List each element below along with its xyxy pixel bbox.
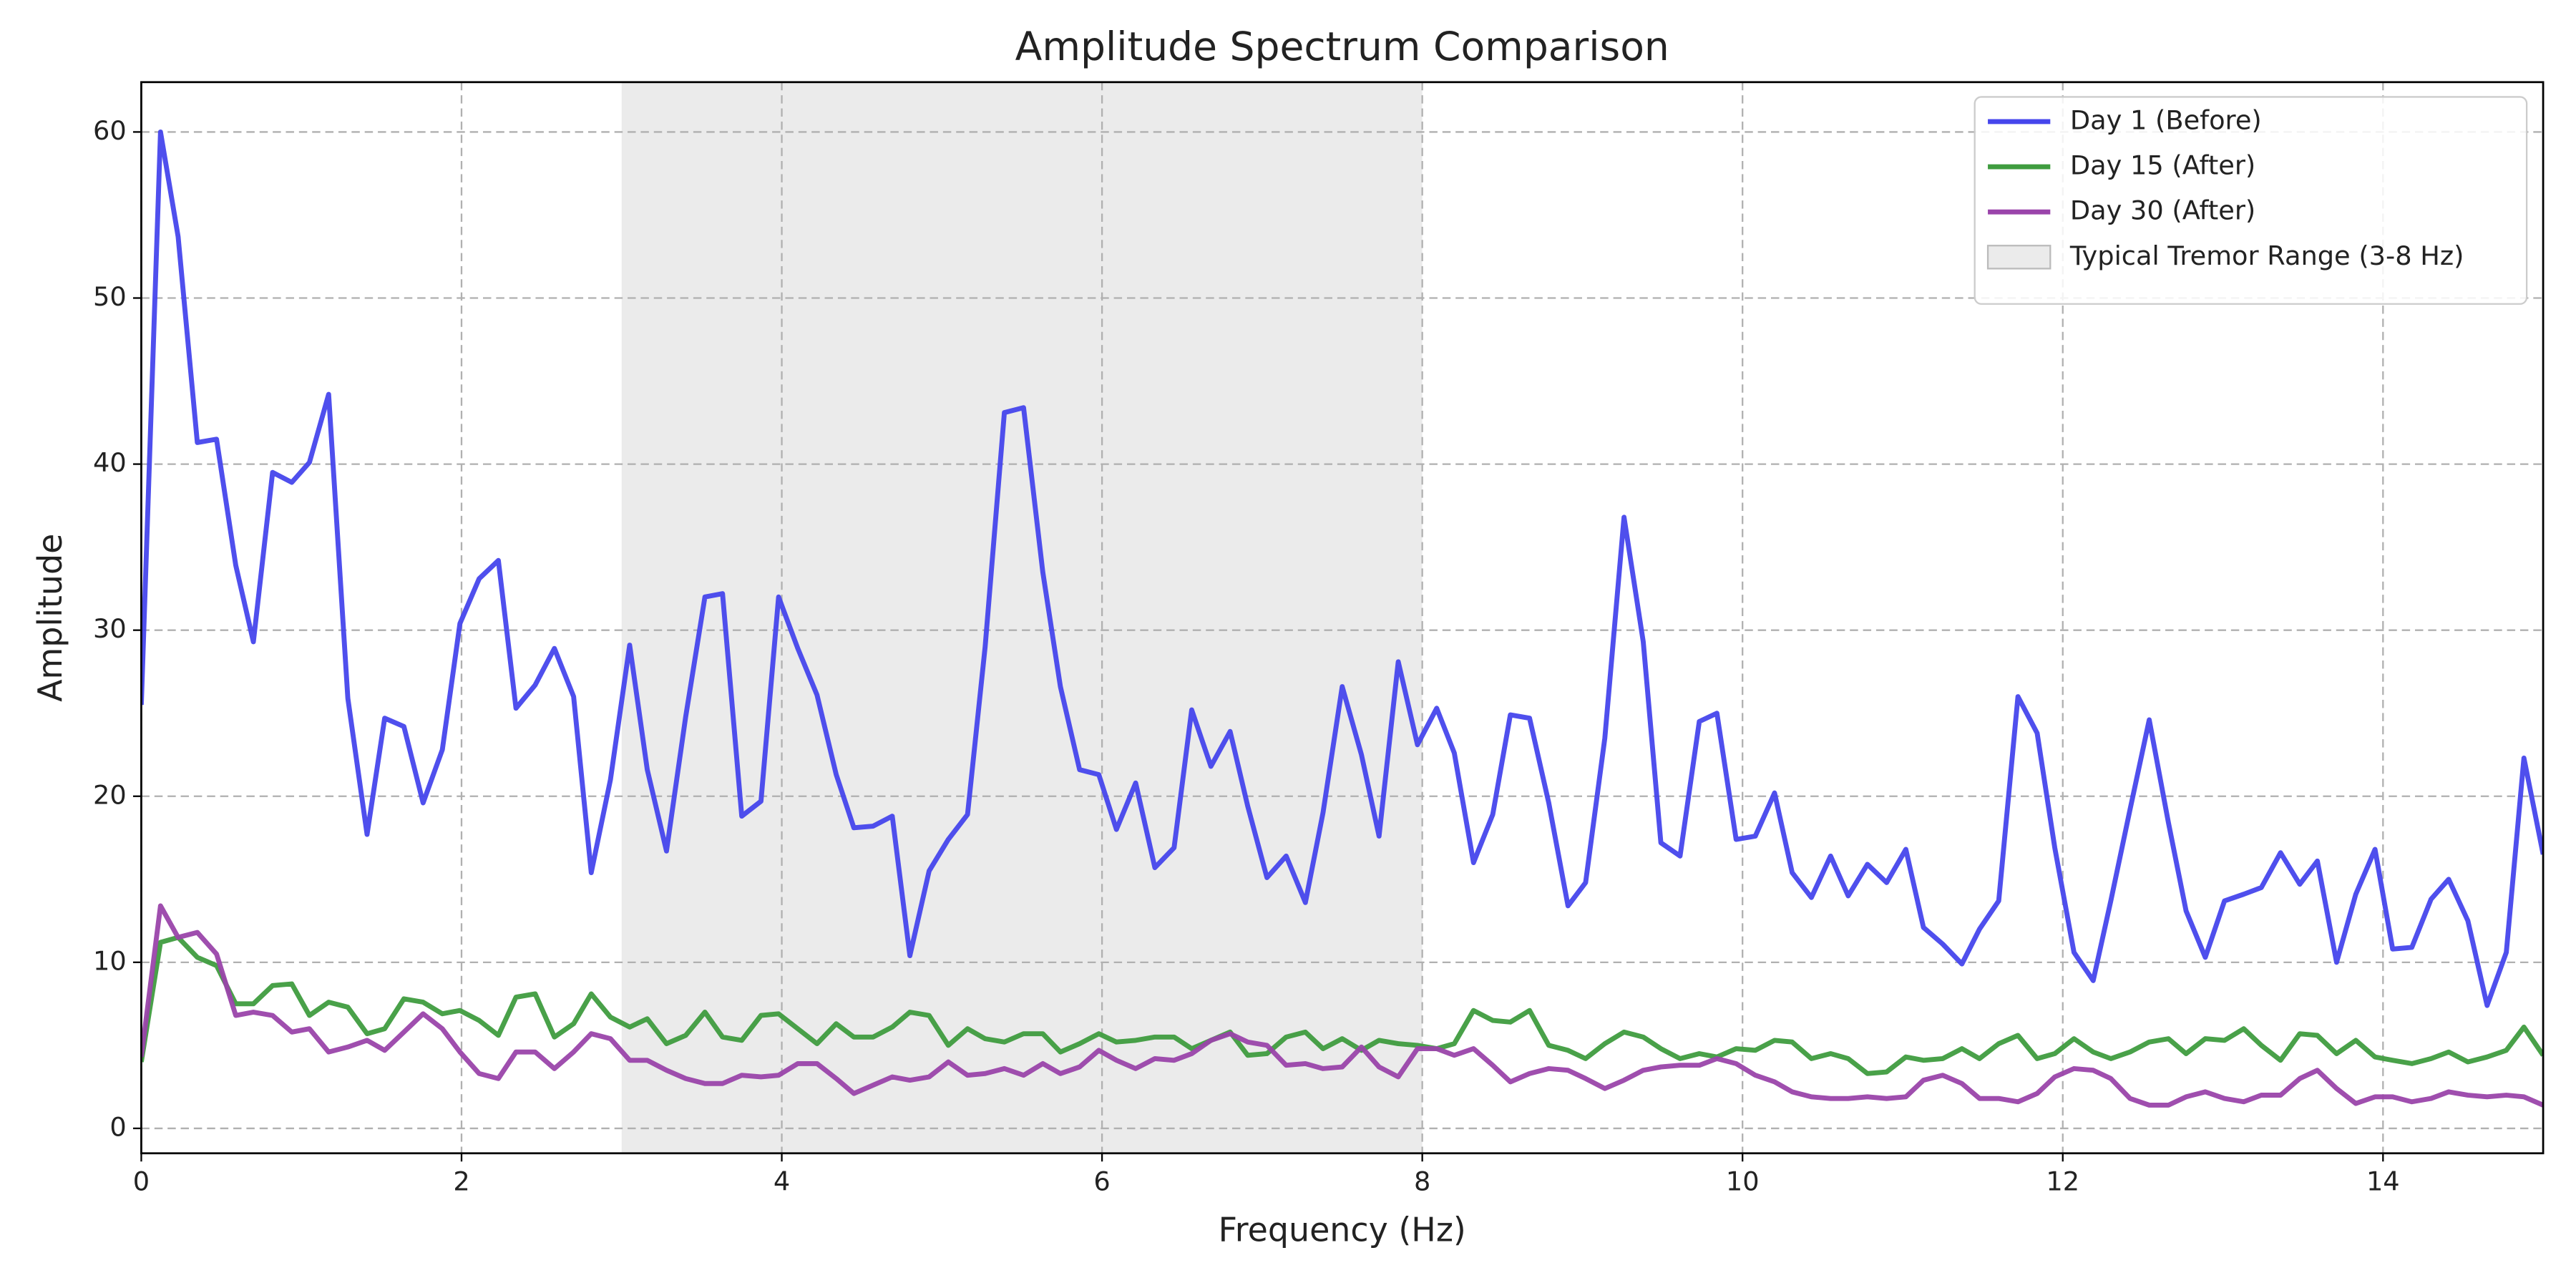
chart-title: Amplitude Spectrum Comparison (1015, 24, 1669, 69)
y-tick-label: 60 (93, 115, 127, 146)
shaded-span (621, 82, 1423, 1153)
y-tick-label: 20 (93, 779, 127, 810)
y-tick-label: 10 (93, 945, 127, 976)
legend-label: Day 1 (Before) (2070, 104, 2262, 135)
y-tick-label: 30 (93, 613, 127, 644)
legend-label: Day 30 (After) (2070, 195, 2255, 226)
y-tick-label: 50 (93, 281, 127, 312)
y-tick-label: 40 (93, 447, 127, 478)
y-axis-label: Amplitude (31, 534, 69, 702)
x-tick-label: 0 (133, 1166, 150, 1197)
x-tick-label: 14 (2366, 1166, 2400, 1197)
legend-label: Day 15 (After) (2070, 150, 2255, 181)
x-tick-label: 8 (1414, 1166, 1430, 1197)
x-tick-label: 12 (2046, 1166, 2079, 1197)
x-axis-label: Frequency (Hz) (1219, 1210, 1466, 1249)
plot-frame (140, 81, 2545, 1155)
legend-label: Typical Tremor Range (3-8 Hz) (2069, 240, 2464, 271)
series-line (141, 129, 2544, 1008)
x-tick-label: 10 (1726, 1166, 1760, 1197)
series-line (141, 903, 2544, 1108)
y-tick-label: 0 (109, 1111, 126, 1142)
legend-swatch (1986, 245, 2051, 270)
legend-box (1974, 96, 2528, 305)
series-line (141, 935, 2544, 1076)
x-tick-label: 6 (1093, 1166, 1110, 1197)
x-tick-label: 4 (774, 1166, 790, 1197)
x-tick-label: 2 (453, 1166, 469, 1197)
